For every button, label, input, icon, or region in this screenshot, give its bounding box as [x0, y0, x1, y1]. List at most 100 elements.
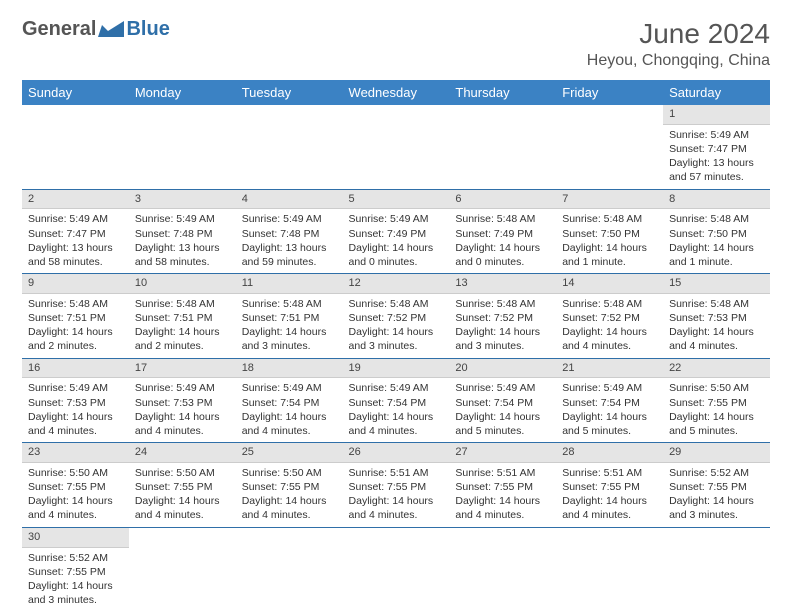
- daylight-text: Daylight: 14 hours and 5 minutes.: [455, 410, 550, 438]
- day-body: Sunrise: 5:48 AMSunset: 7:53 PMDaylight:…: [663, 294, 770, 358]
- day-body: Sunrise: 5:49 AMSunset: 7:54 PMDaylight:…: [556, 378, 663, 442]
- sunrise-text: Sunrise: 5:49 AM: [562, 381, 657, 395]
- sunset-text: Sunset: 7:55 PM: [669, 480, 764, 494]
- day-number: 13: [449, 274, 556, 294]
- sunset-text: Sunset: 7:54 PM: [455, 396, 550, 410]
- logo-text-1: General: [22, 18, 96, 41]
- day-number: 4: [236, 190, 343, 210]
- sunset-text: Sunset: 7:54 PM: [242, 396, 337, 410]
- weekday-header: Friday: [556, 80, 663, 105]
- day-number: 3: [129, 190, 236, 210]
- daylight-text: Daylight: 14 hours and 0 minutes.: [349, 241, 444, 269]
- sunrise-text: Sunrise: 5:49 AM: [669, 128, 764, 142]
- sunrise-text: Sunrise: 5:51 AM: [562, 466, 657, 480]
- day-number: 15: [663, 274, 770, 294]
- day-number: 8: [663, 190, 770, 210]
- sunset-text: Sunset: 7:53 PM: [135, 396, 230, 410]
- weekday-header: Monday: [129, 80, 236, 105]
- daylight-text: Daylight: 14 hours and 5 minutes.: [562, 410, 657, 438]
- calendar-cell: 29Sunrise: 5:52 AMSunset: 7:55 PMDayligh…: [663, 443, 770, 528]
- day-number: 25: [236, 443, 343, 463]
- weekday-header: Thursday: [449, 80, 556, 105]
- day-number: 21: [556, 359, 663, 379]
- calendar-head: Sunday Monday Tuesday Wednesday Thursday…: [22, 80, 770, 105]
- day-number: 16: [22, 359, 129, 379]
- daylight-text: Daylight: 13 hours and 57 minutes.: [669, 156, 764, 184]
- day-body: Sunrise: 5:49 AMSunset: 7:47 PMDaylight:…: [663, 125, 770, 189]
- sunset-text: Sunset: 7:54 PM: [562, 396, 657, 410]
- day-number: 28: [556, 443, 663, 463]
- sunrise-text: Sunrise: 5:52 AM: [28, 551, 123, 565]
- sunrise-text: Sunrise: 5:48 AM: [669, 297, 764, 311]
- day-body: Sunrise: 5:49 AMSunset: 7:48 PMDaylight:…: [129, 209, 236, 273]
- daylight-text: Daylight: 14 hours and 4 minutes.: [455, 494, 550, 522]
- day-number: 23: [22, 443, 129, 463]
- sunset-text: Sunset: 7:49 PM: [349, 227, 444, 241]
- calendar-cell: 8Sunrise: 5:48 AMSunset: 7:50 PMDaylight…: [663, 189, 770, 274]
- day-body: Sunrise: 5:52 AMSunset: 7:55 PMDaylight:…: [22, 548, 129, 612]
- sunset-text: Sunset: 7:52 PM: [562, 311, 657, 325]
- day-body: Sunrise: 5:49 AMSunset: 7:53 PMDaylight:…: [129, 378, 236, 442]
- sunrise-text: Sunrise: 5:49 AM: [349, 212, 444, 226]
- calendar-cell: 18Sunrise: 5:49 AMSunset: 7:54 PMDayligh…: [236, 358, 343, 443]
- calendar-cell: [449, 527, 556, 611]
- calendar-cell: 11Sunrise: 5:48 AMSunset: 7:51 PMDayligh…: [236, 274, 343, 359]
- daylight-text: Daylight: 14 hours and 4 minutes.: [562, 325, 657, 353]
- weekday-header: Saturday: [663, 80, 770, 105]
- daylight-text: Daylight: 14 hours and 4 minutes.: [28, 494, 123, 522]
- sunset-text: Sunset: 7:47 PM: [28, 227, 123, 241]
- calendar-cell: 9Sunrise: 5:48 AMSunset: 7:51 PMDaylight…: [22, 274, 129, 359]
- day-body: Sunrise: 5:48 AMSunset: 7:52 PMDaylight:…: [449, 294, 556, 358]
- sunrise-text: Sunrise: 5:49 AM: [455, 381, 550, 395]
- daylight-text: Daylight: 14 hours and 5 minutes.: [669, 410, 764, 438]
- day-number: 29: [663, 443, 770, 463]
- sunrise-text: Sunrise: 5:49 AM: [28, 381, 123, 395]
- logo-text-2: Blue: [126, 18, 169, 41]
- day-body: Sunrise: 5:48 AMSunset: 7:51 PMDaylight:…: [22, 294, 129, 358]
- calendar-cell: 2Sunrise: 5:49 AMSunset: 7:47 PMDaylight…: [22, 189, 129, 274]
- sunset-text: Sunset: 7:51 PM: [135, 311, 230, 325]
- sunrise-text: Sunrise: 5:48 AM: [455, 297, 550, 311]
- sunrise-text: Sunrise: 5:48 AM: [455, 212, 550, 226]
- calendar-cell: 20Sunrise: 5:49 AMSunset: 7:54 PMDayligh…: [449, 358, 556, 443]
- day-number: 17: [129, 359, 236, 379]
- daylight-text: Daylight: 14 hours and 2 minutes.: [28, 325, 123, 353]
- day-body: Sunrise: 5:49 AMSunset: 7:54 PMDaylight:…: [449, 378, 556, 442]
- calendar-cell: 3Sunrise: 5:49 AMSunset: 7:48 PMDaylight…: [129, 189, 236, 274]
- sunset-text: Sunset: 7:50 PM: [562, 227, 657, 241]
- weekday-header: Sunday: [22, 80, 129, 105]
- sunrise-text: Sunrise: 5:49 AM: [135, 381, 230, 395]
- calendar-cell: 13Sunrise: 5:48 AMSunset: 7:52 PMDayligh…: [449, 274, 556, 359]
- calendar-row: 1Sunrise: 5:49 AMSunset: 7:47 PMDaylight…: [22, 105, 770, 189]
- day-body: Sunrise: 5:48 AMSunset: 7:52 PMDaylight:…: [343, 294, 450, 358]
- header: General Blue June 2024 Heyou, Chongqing,…: [22, 18, 770, 70]
- daylight-text: Daylight: 14 hours and 3 minutes.: [28, 579, 123, 607]
- sunset-text: Sunset: 7:49 PM: [455, 227, 550, 241]
- day-body: Sunrise: 5:52 AMSunset: 7:55 PMDaylight:…: [663, 463, 770, 527]
- daylight-text: Daylight: 14 hours and 4 minutes.: [135, 494, 230, 522]
- day-body: Sunrise: 5:51 AMSunset: 7:55 PMDaylight:…: [343, 463, 450, 527]
- calendar-cell: 21Sunrise: 5:49 AMSunset: 7:54 PMDayligh…: [556, 358, 663, 443]
- title-block: June 2024 Heyou, Chongqing, China: [587, 18, 770, 70]
- calendar-row: 9Sunrise: 5:48 AMSunset: 7:51 PMDaylight…: [22, 274, 770, 359]
- calendar-cell: 25Sunrise: 5:50 AMSunset: 7:55 PMDayligh…: [236, 443, 343, 528]
- day-number: 24: [129, 443, 236, 463]
- day-number: 18: [236, 359, 343, 379]
- daylight-text: Daylight: 14 hours and 3 minutes.: [669, 494, 764, 522]
- calendar-row: 16Sunrise: 5:49 AMSunset: 7:53 PMDayligh…: [22, 358, 770, 443]
- day-body: Sunrise: 5:51 AMSunset: 7:55 PMDaylight:…: [556, 463, 663, 527]
- calendar-cell: 12Sunrise: 5:48 AMSunset: 7:52 PMDayligh…: [343, 274, 450, 359]
- sunset-text: Sunset: 7:55 PM: [349, 480, 444, 494]
- sunrise-text: Sunrise: 5:51 AM: [349, 466, 444, 480]
- calendar-cell: [236, 527, 343, 611]
- day-number: 20: [449, 359, 556, 379]
- day-number: 26: [343, 443, 450, 463]
- calendar-cell: 28Sunrise: 5:51 AMSunset: 7:55 PMDayligh…: [556, 443, 663, 528]
- weekday-row: Sunday Monday Tuesday Wednesday Thursday…: [22, 80, 770, 105]
- sunset-text: Sunset: 7:47 PM: [669, 142, 764, 156]
- calendar-cell: 1Sunrise: 5:49 AMSunset: 7:47 PMDaylight…: [663, 105, 770, 189]
- sunset-text: Sunset: 7:55 PM: [28, 565, 123, 579]
- sunrise-text: Sunrise: 5:50 AM: [28, 466, 123, 480]
- calendar-row: 2Sunrise: 5:49 AMSunset: 7:47 PMDaylight…: [22, 189, 770, 274]
- calendar-cell: 19Sunrise: 5:49 AMSunset: 7:54 PMDayligh…: [343, 358, 450, 443]
